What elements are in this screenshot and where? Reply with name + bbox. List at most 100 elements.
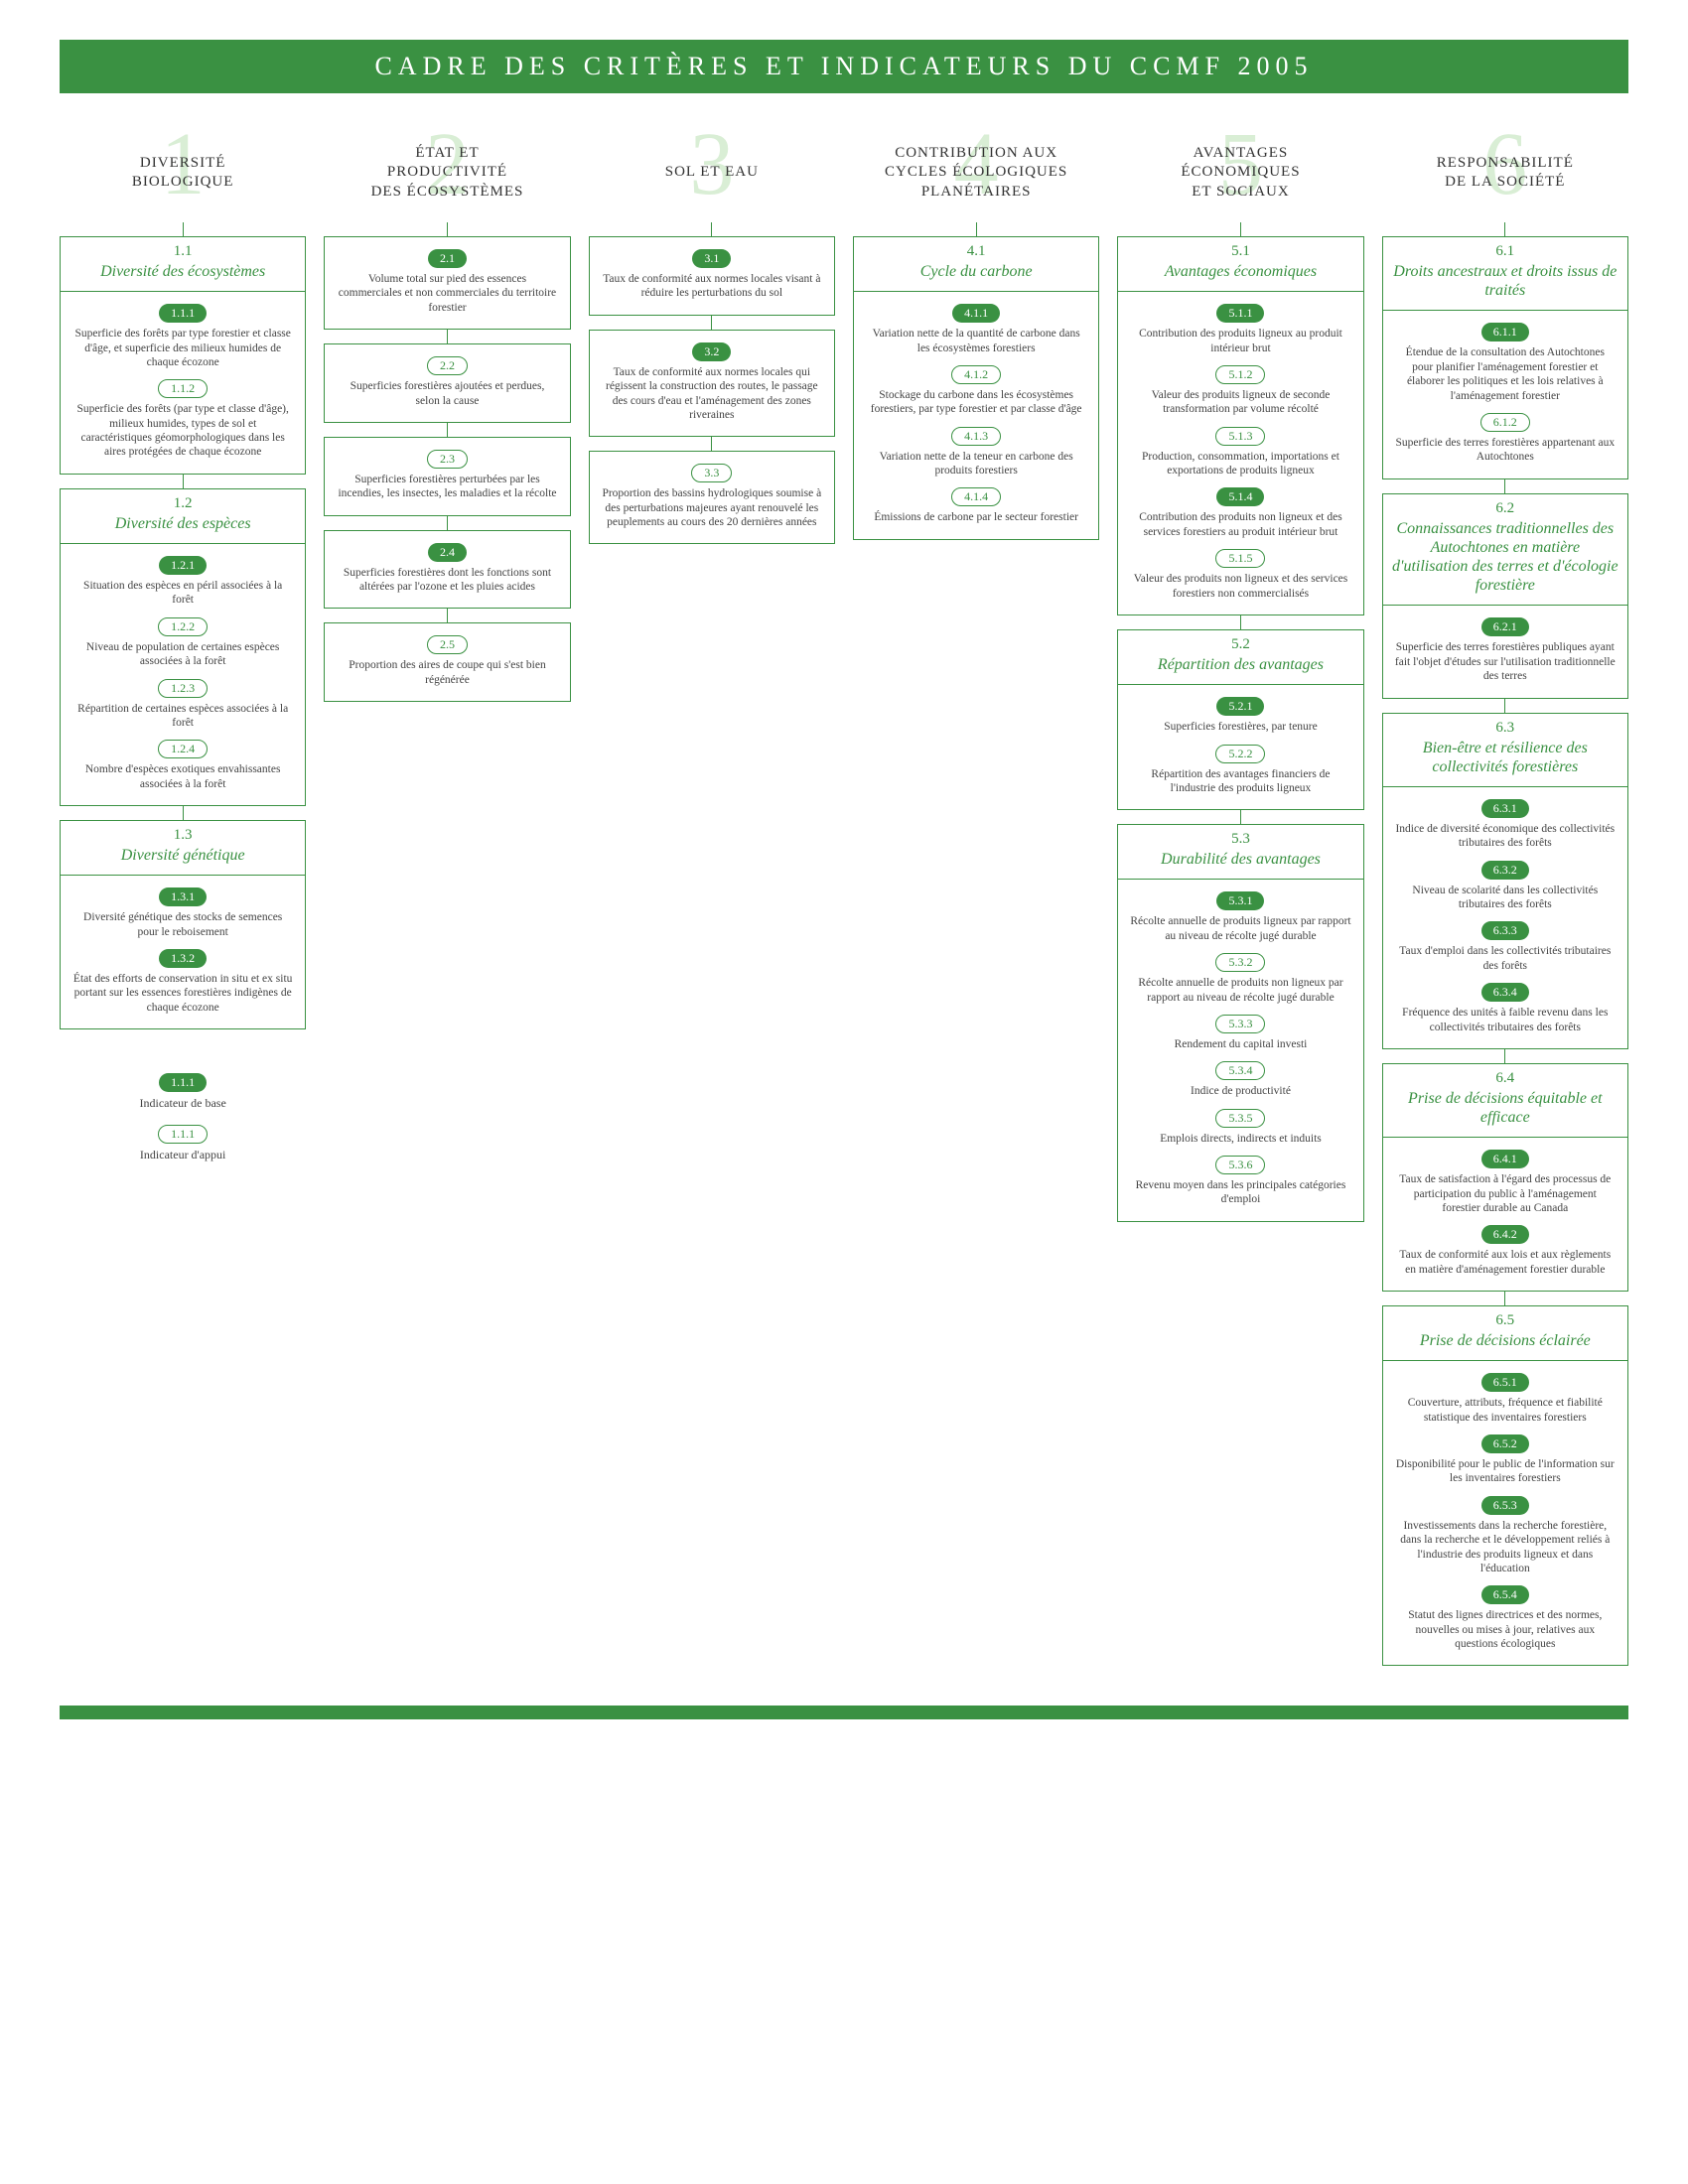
indicator-text: Volume total sur pied des essences comme… [333,270,561,321]
bottom-bar [60,1706,1628,1719]
indicator-pill: 5.1.2 [1215,365,1265,384]
criteria-columns: 1DIVERSITÉBIOLOGIQUE1.1Diversité des éco… [60,123,1628,1666]
indicator-pill: 1.1.1 [159,304,207,323]
indicator-pill: 2.5 [427,635,468,654]
indicator-text: Investissements dans la recherche forest… [1391,1517,1619,1582]
indicator-pill: 1.3.1 [159,887,207,906]
connector [447,330,448,343]
criterion-header: 6RESPONSABILITÉDE LA SOCIÉTÉ [1382,123,1628,222]
criterion-header: 3SOL ET EAU [589,123,835,222]
legend-core-pill: 1.1.1 [159,1073,207,1092]
indicator-pill: 5.1.4 [1216,487,1264,506]
element-title: Droits ancestraux et droits issus de tra… [1383,260,1627,311]
criterion-title: CONTRIBUTION AUXCYCLES ÉCOLOGIQUESPLANÉT… [885,144,1067,203]
indicator-pill: 6.4.2 [1481,1225,1529,1244]
element-box: 3.2Taux de conformité aux normes locales… [589,330,835,438]
indicator-pill: 5.3.3 [1215,1015,1265,1033]
indicator-pill: 6.5.1 [1481,1373,1529,1392]
indicator-pill: 5.3.2 [1215,953,1265,972]
indicator-text: Superficie des forêts (par type et class… [69,400,297,466]
element-box: 5.3Durabilité des avantages5.3.1Récolte … [1117,824,1363,1222]
page-title: CADRE DES CRITÈRES ET INDICATEURS DU CCM… [60,40,1628,93]
criterion-title: AVANTAGESÉCONOMIQUESET SOCIAUX [1181,144,1300,203]
connector [1504,1049,1505,1063]
element-box: 6.5Prise de décisions éclairée6.5.1Couve… [1382,1305,1628,1666]
indicator-text: Taux d'emploi dans les collectivités tri… [1391,942,1619,979]
indicator-pill: 1.2.3 [158,679,208,698]
indicator-text: Indice de productivité [1187,1082,1295,1104]
element-box: 1.3Diversité génétique1.3.1Diversité gén… [60,820,306,1029]
indicator-pill: 5.3.1 [1216,891,1264,910]
element-body: 2.1Volume total sur pied des essences co… [325,237,569,329]
element-body: 3.3Proportion des bassins hydrologiques … [590,452,834,543]
element-number: 4.1 [854,237,1098,260]
indicator-text: Emplois directs, indirects et induits [1156,1130,1326,1152]
criterion-column: 5AVANTAGESÉCONOMIQUESET SOCIAUX5.1Avanta… [1117,123,1363,1222]
element-title: Diversité génétique [61,844,305,876]
indicator-pill: 1.2.2 [158,617,208,636]
connector [711,222,712,236]
element-title: Durabilité des avantages [1118,848,1362,880]
connector [711,437,712,451]
element-title: Bien-être et résilience des collectivité… [1383,737,1627,787]
indicator-pill: 2.4 [428,543,467,562]
element-box: 6.1Droits ancestraux et droits issus de … [1382,236,1628,479]
connector [447,222,448,236]
indicator-pill: 3.2 [692,342,731,361]
indicator-pill: 1.1.2 [158,379,208,398]
indicator-text: Contribution des produits ligneux au pro… [1126,325,1354,361]
indicator-text: Répartition des avantages financiers de … [1126,765,1354,802]
indicator-pill: 4.1.2 [951,365,1001,384]
indicator-pill: 3.3 [691,464,732,482]
indicator-text: Disponibilité pour le public de l'inform… [1391,1455,1619,1492]
indicator-pill: 6.3.1 [1481,799,1529,818]
indicator-text: Superficies forestières dont les fonctio… [333,564,561,601]
element-box: 6.2Connaissances traditionnelles des Aut… [1382,493,1628,699]
indicator-text: Étendue de la consultation des Autochton… [1391,343,1619,409]
element-box: 4.1Cycle du carbone4.1.1Variation nette … [853,236,1099,540]
element-body: 6.5.1Couverture, attributs, fréquence et… [1383,1361,1627,1665]
indicator-text: Valeur des produits ligneux de seconde t… [1126,386,1354,423]
element-title: Connaissances traditionnelles des Autoch… [1383,517,1627,607]
indicator-text: Fréquence des unités à faible revenu dan… [1391,1004,1619,1040]
element-box: 6.4Prise de décisions équitable et effic… [1382,1063,1628,1292]
criterion-title: ÉTAT ETPRODUCTIVITÉDES ÉCOSYSTÈMES [371,144,524,203]
criterion-header: 2ÉTAT ETPRODUCTIVITÉDES ÉCOSYSTÈMES [324,123,570,222]
indicator-text: Production, consommation, importations e… [1126,448,1354,484]
criterion-header: 5AVANTAGESÉCONOMIQUESET SOCIAUX [1117,123,1363,222]
element-title: Prise de décisions équitable et efficace [1383,1087,1627,1138]
indicator-pill: 5.2.2 [1215,745,1265,763]
indicator-text: Nombre d'espèces exotiques envahissantes… [69,760,297,797]
indicator-pill: 5.3.5 [1215,1109,1265,1128]
indicator-pill: 6.5.3 [1481,1496,1529,1515]
element-body: 6.2.1Superficie des terres forestières p… [1383,606,1627,697]
criterion-column: 6RESPONSABILITÉDE LA SOCIÉTÉ 6.1Droits an… [1382,123,1628,1666]
indicator-pill: 4.1.4 [951,487,1001,506]
indicator-text: Taux de conformité aux normes locales vi… [598,270,826,307]
connector [1504,1292,1505,1305]
element-body: 3.1Taux de conformité aux normes locales… [590,237,834,315]
indicator-text: Niveau de scolarité dans les collectivit… [1391,882,1619,918]
indicator-pill: 5.3.4 [1215,1061,1265,1080]
element-box: 2.2Superficies forestières ajoutées et p… [324,343,570,423]
indicator-pill: 5.2.1 [1216,697,1264,716]
indicator-pill: 1.2.1 [159,556,207,575]
connector [447,516,448,530]
element-title: Répartition des avantages [1118,653,1362,685]
element-title: Diversité des espèces [61,512,305,544]
element-box: 2.5Proportion des aires de coupe qui s'e… [324,622,570,702]
indicator-pill: 4.1.1 [952,304,1000,323]
indicator-pill: 6.3.2 [1481,861,1529,880]
element-body: 3.2Taux de conformité aux normes locales… [590,331,834,437]
element-body: 1.1.1 Superficie des forêts par type fore… [61,292,305,474]
connector [1240,615,1241,629]
indicator-text: Superficie des forêts par type forestier… [69,325,297,375]
element-box: 5.2Répartition des avantages5.2.1Superfi… [1117,629,1363,810]
indicator-text: Rendement du capital investi [1171,1035,1312,1057]
element-title: Avantages économiques [1118,260,1362,292]
element-title: Diversité des écosystèmes [61,260,305,292]
indicator-pill: 2.3 [427,450,468,469]
criterion-title: DIVERSITÉBIOLOGIQUE [132,154,233,193]
connector [711,316,712,330]
element-body: 6.4.1Taux de satisfaction à l'égard des … [1383,1138,1627,1291]
